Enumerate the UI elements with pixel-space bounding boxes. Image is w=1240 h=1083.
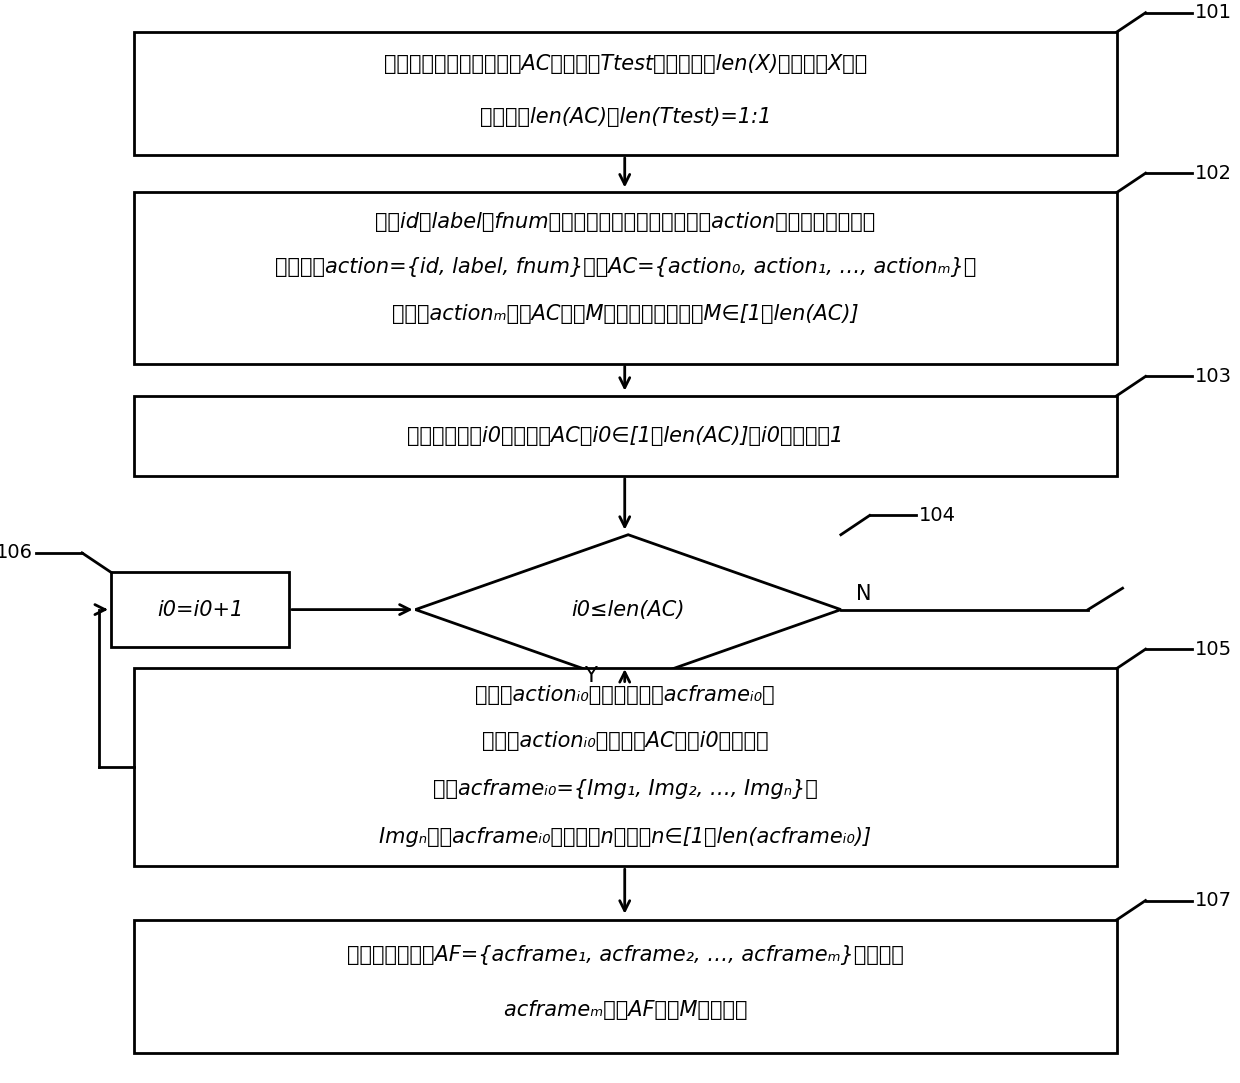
Text: 度，满足​len(AC)：​len(Ttest)=1:1: 度，满足​len(AC)：​len(Ttest)=1:1 — [480, 107, 771, 127]
Text: 将视频​actionᵢ₀转换为帧序列​acframeᵢ₀，: 将视频​actionᵢ₀转换为帧序列​acframeᵢ₀， — [475, 684, 775, 705]
FancyBboxPatch shape — [134, 32, 1117, 155]
Text: 101: 101 — [1195, 3, 1233, 23]
Text: Y: Y — [584, 666, 596, 686]
Text: 103: 103 — [1195, 367, 1233, 386]
Text: i0≤len(AC): i0≤len(AC) — [572, 600, 684, 619]
Text: i0=i0+1: i0=i0+1 — [156, 600, 243, 619]
Text: 其中，​actionᵢ₀表示集合​AC中第​i0个子集，: 其中，​actionᵢ₀表示集合​AC中第​i0个子集， — [482, 731, 769, 751]
Text: 定义​id、​label、​fnum分别为单个带标签的动作视频​action的序号、标签、帧: 定义​id、​label、​fnum分别为单个带标签的动作视频​action的序… — [376, 212, 875, 233]
Text: 其中，​actionₘ表示​AC中第​M个视频，全局变量​M∈[1，​len(AC)]: 其中，​actionₘ表示​AC中第​M个视频，全局变量​M∈[1，​len(A… — [392, 304, 858, 325]
Text: 106: 106 — [0, 544, 32, 562]
Text: 输入人体动作视频训练集​AC，测试集​Ttest，定义函数​len(X)表示集合​X的长: 输入人体动作视频训练集​AC，测试集​Ttest，定义函数​len(X)表示集合… — [383, 53, 867, 74]
Text: acframeₘ表示​AF中第​M组帧序列: acframeₘ表示​AF中第​M组帧序列 — [503, 1001, 746, 1020]
Text: 104: 104 — [919, 506, 956, 525]
FancyBboxPatch shape — [134, 193, 1117, 364]
Text: 105: 105 — [1195, 640, 1233, 658]
Text: 102: 102 — [1195, 164, 1233, 183]
FancyBboxPatch shape — [110, 572, 289, 647]
FancyBboxPatch shape — [134, 919, 1117, 1054]
Text: 数，满足​action={​id, label, fnum}，令​AC={​action₀, ​action₁, …, ​actionₘ}，: 数，满足​action={​id, label, fnum}，令​AC={​ac… — [274, 258, 976, 277]
FancyBboxPatch shape — [134, 668, 1117, 866]
Polygon shape — [415, 535, 841, 684]
Text: N: N — [856, 584, 872, 603]
Text: 得到帧序列集合​AF={acframe₁, acframe₂, …, acframeₘ}，其中，: 得到帧序列集合​AF={acframe₁, acframe₂, …, acfra… — [347, 944, 904, 965]
Text: 定义循环变量​i0用于遍历​AC，​i0∈[1，​len(AC)]，​i0赋初值为1: 定义循环变量​i0用于遍历​AC，​i0∈[1，​len(AC)]，​i0赋初值… — [407, 426, 843, 446]
Text: 107: 107 — [1195, 891, 1233, 910]
FancyBboxPatch shape — [134, 395, 1117, 475]
Text: 满足​acframeᵢ₀={Img₁, Img₂, …, Imgₙ}，: 满足​acframeᵢ₀={Img₁, Img₂, …, Imgₙ}， — [433, 779, 817, 799]
Text: Imgₙ表示​acframeᵢ₀中序号为​n的帧，​n∈[1，​len(acframeᵢ₀)]: Imgₙ表示​acframeᵢ₀中序号为​n的帧，​n∈[1，​len(acfr… — [379, 827, 872, 847]
